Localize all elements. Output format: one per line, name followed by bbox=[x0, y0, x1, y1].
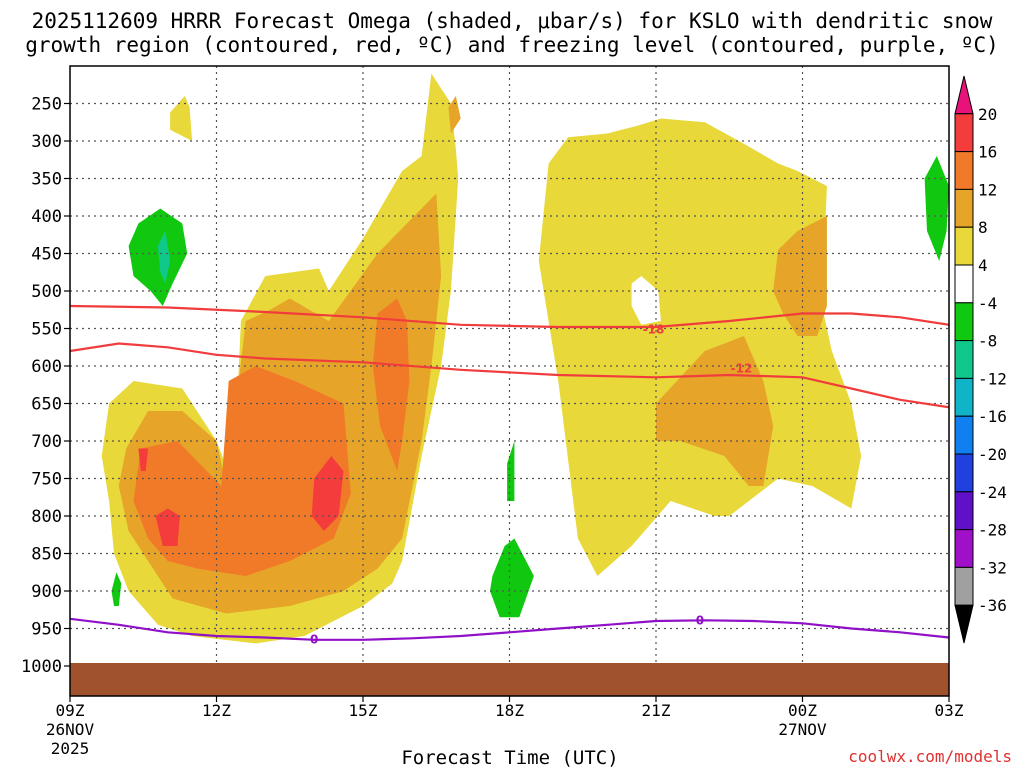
colorbar-label: -12 bbox=[978, 369, 1007, 388]
dgz-contour-label-0: -18 bbox=[643, 323, 665, 337]
y-tick-label: 250 bbox=[31, 95, 62, 115]
colorbar-label: -28 bbox=[978, 521, 1007, 540]
y-tick-label: 300 bbox=[31, 132, 62, 152]
x-axis-label: Forecast Time (UTC) bbox=[401, 747, 618, 768]
colorbar-label: -8 bbox=[978, 332, 997, 351]
omega-region-18 bbox=[157, 231, 171, 284]
plot-area: -18 -12 0 0 bbox=[69, 65, 950, 697]
dgz-contour-1 bbox=[70, 342, 949, 409]
y-axis: 250 300 350 400 450 500 550 600 650 700 750 800 850 9… bbox=[21, 95, 70, 677]
colorbar-label: 4 bbox=[978, 256, 988, 275]
freezing-level-contour bbox=[70, 617, 949, 641]
credit-text: coolwx.com/models bbox=[848, 747, 1012, 766]
x-tick-label: 03Z bbox=[935, 701, 964, 720]
x-tick-label: 21Z bbox=[642, 701, 671, 720]
y-tick-label: 500 bbox=[31, 282, 62, 302]
omega-region-9 bbox=[155, 508, 180, 546]
colorbar-swatch bbox=[954, 377, 974, 417]
colorbar-bottom-arrow bbox=[954, 604, 974, 644]
y-tick-label: 800 bbox=[31, 507, 62, 527]
y-tick-label: 650 bbox=[31, 395, 62, 415]
x-tick-label: 12Z bbox=[202, 701, 231, 720]
colorbar-label: -36 bbox=[978, 596, 1007, 615]
colorbar-label: -32 bbox=[978, 558, 1007, 577]
x-tick-label: 18Z bbox=[495, 701, 524, 720]
omega-region-6 bbox=[656, 336, 774, 486]
omega-region-8 bbox=[372, 298, 410, 471]
colorbar-swatch bbox=[954, 491, 974, 531]
colorbar-swatch bbox=[954, 113, 974, 153]
omega-region-10 bbox=[138, 448, 149, 471]
y-tick-label: 450 bbox=[31, 245, 62, 265]
omega-region-13 bbox=[128, 208, 188, 306]
y-tick-label: 550 bbox=[31, 320, 62, 340]
y-tick-label: 900 bbox=[31, 582, 62, 602]
dgz-contour-label-1: -12 bbox=[731, 362, 753, 376]
omega-region-12 bbox=[631, 276, 661, 325]
freezing-level-label-1: 0 bbox=[696, 614, 704, 628]
y-tick-label: 850 bbox=[31, 545, 62, 565]
colorbar-swatch bbox=[954, 302, 974, 342]
omega-region-4 bbox=[448, 96, 461, 134]
colorbar-label: -16 bbox=[978, 407, 1007, 426]
omega-region-16 bbox=[490, 538, 534, 618]
colorbar-label: -4 bbox=[978, 294, 997, 313]
omega-region-14 bbox=[111, 572, 122, 606]
x-tick-date: 26NOV bbox=[46, 720, 95, 739]
omega-region-2 bbox=[538, 118, 862, 576]
colorbar-swatch bbox=[954, 529, 974, 568]
x-tick-label: 09Z bbox=[56, 701, 85, 720]
colorbar-label: 20 bbox=[978, 105, 997, 124]
colorbar-swatch bbox=[954, 453, 974, 493]
omega-region-17 bbox=[924, 156, 949, 261]
x-tick-year: 2025 bbox=[51, 739, 90, 758]
y-tick-label: 600 bbox=[31, 357, 62, 377]
y-tick-label: 350 bbox=[31, 170, 62, 190]
y-tick-label: 1000 bbox=[21, 657, 62, 677]
y-tick-label: 400 bbox=[31, 207, 62, 227]
colorbar-label: -24 bbox=[978, 483, 1007, 502]
y-tick-label: 700 bbox=[31, 432, 62, 452]
dgz-contour-0 bbox=[70, 304, 949, 329]
colorbar-label: 8 bbox=[978, 218, 988, 237]
colorbar-top-arrow bbox=[954, 75, 974, 115]
chart-title-line2: growth region (contoured, red, ºC) and f… bbox=[25, 33, 999, 57]
y-tick-label: 950 bbox=[31, 620, 62, 640]
colorbar-swatch bbox=[954, 340, 974, 379]
colorbar-swatch bbox=[954, 264, 974, 304]
omega-region-7 bbox=[133, 366, 351, 576]
grid-lines bbox=[70, 66, 949, 696]
ground-surface bbox=[70, 663, 949, 696]
colorbar-label: 12 bbox=[978, 180, 997, 199]
colorbar-swatch bbox=[954, 151, 974, 190]
colorbar-swatch bbox=[954, 188, 974, 228]
colorbar: 20 16 12 8 4 -4 -8 -12 -16 -20 -24 -28 -32 -36 bbox=[954, 75, 1007, 644]
contour-lines: -18 -12 0 0 bbox=[70, 304, 949, 646]
omega-region-11 bbox=[311, 456, 344, 531]
colorbar-swatch bbox=[954, 566, 974, 606]
omega-region-5 bbox=[773, 216, 827, 336]
chart-title-line1: 2025112609 HRRR Forecast Omega (shaded, … bbox=[32, 9, 993, 33]
x-tick-label: 00Z bbox=[788, 701, 817, 720]
omega-region-1 bbox=[170, 96, 193, 141]
x-tick-date: 27NOV bbox=[778, 720, 827, 739]
colorbar-label: -20 bbox=[978, 445, 1007, 464]
colorbar-swatch bbox=[954, 415, 974, 455]
freezing-level-label-0: 0 bbox=[310, 632, 318, 646]
y-tick-label: 750 bbox=[31, 470, 62, 490]
colorbar-label: 16 bbox=[978, 143, 997, 162]
x-tick-label: 15Z bbox=[349, 701, 378, 720]
colorbar-swatch bbox=[954, 226, 974, 266]
